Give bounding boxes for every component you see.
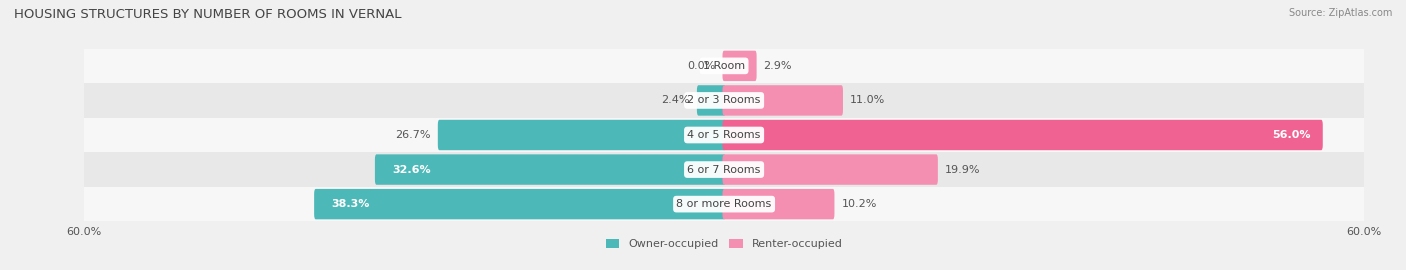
Text: 11.0%: 11.0% xyxy=(849,95,886,106)
FancyBboxPatch shape xyxy=(723,189,834,219)
Text: HOUSING STRUCTURES BY NUMBER OF ROOMS IN VERNAL: HOUSING STRUCTURES BY NUMBER OF ROOMS IN… xyxy=(14,8,402,21)
Bar xyxy=(84,49,1364,83)
Bar xyxy=(84,152,1364,187)
Text: 4 or 5 Rooms: 4 or 5 Rooms xyxy=(688,130,761,140)
Bar xyxy=(84,118,1364,152)
Text: 56.0%: 56.0% xyxy=(1272,130,1310,140)
Text: 19.9%: 19.9% xyxy=(945,164,980,175)
FancyBboxPatch shape xyxy=(723,85,844,116)
Text: 10.2%: 10.2% xyxy=(841,199,877,209)
Text: Source: ZipAtlas.com: Source: ZipAtlas.com xyxy=(1288,8,1392,18)
Text: 38.3%: 38.3% xyxy=(332,199,370,209)
Text: 1 Room: 1 Room xyxy=(703,61,745,71)
Text: 2 or 3 Rooms: 2 or 3 Rooms xyxy=(688,95,761,106)
FancyBboxPatch shape xyxy=(437,120,725,150)
Text: 0.0%: 0.0% xyxy=(688,61,716,71)
Text: 2.9%: 2.9% xyxy=(763,61,792,71)
FancyBboxPatch shape xyxy=(723,51,756,81)
Text: 2.4%: 2.4% xyxy=(661,95,690,106)
Legend: Owner-occupied, Renter-occupied: Owner-occupied, Renter-occupied xyxy=(602,235,846,254)
FancyBboxPatch shape xyxy=(723,120,1323,150)
Text: 32.6%: 32.6% xyxy=(392,164,432,175)
FancyBboxPatch shape xyxy=(697,85,725,116)
Bar xyxy=(84,83,1364,118)
Text: 6 or 7 Rooms: 6 or 7 Rooms xyxy=(688,164,761,175)
Bar xyxy=(84,187,1364,221)
Text: 8 or more Rooms: 8 or more Rooms xyxy=(676,199,772,209)
FancyBboxPatch shape xyxy=(375,154,725,185)
FancyBboxPatch shape xyxy=(314,189,725,219)
Text: 26.7%: 26.7% xyxy=(395,130,430,140)
FancyBboxPatch shape xyxy=(723,154,938,185)
